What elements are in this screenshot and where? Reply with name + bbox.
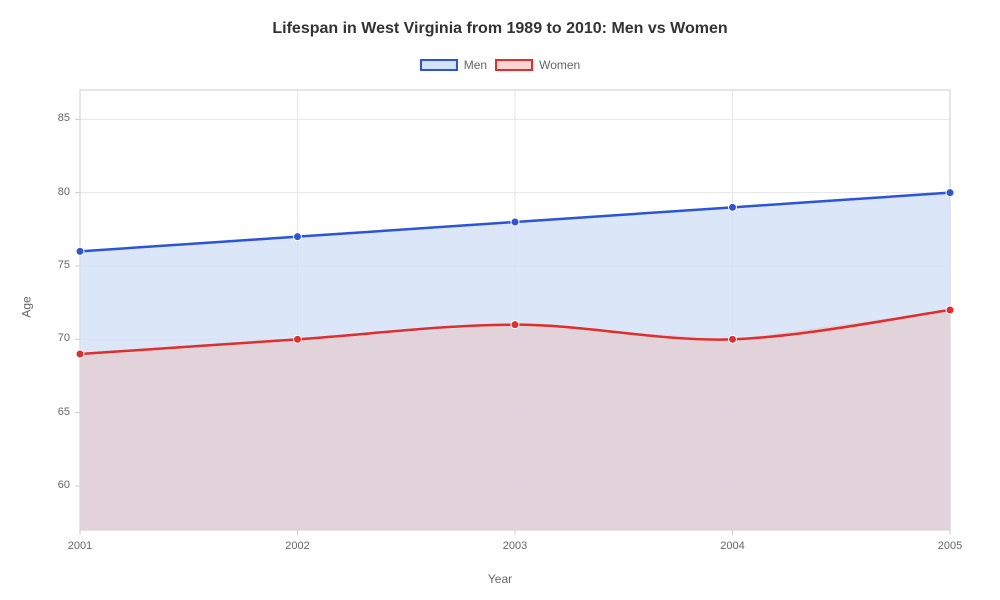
chart-container: Lifespan in West Virginia from 1989 to 2…	[0, 0, 1000, 600]
y-tick-label: 85	[40, 112, 70, 124]
x-tick-label: 2004	[720, 540, 744, 552]
x-tick-label: 2005	[938, 540, 962, 552]
x-tick-label: 2003	[503, 540, 527, 552]
y-tick-label: 65	[40, 406, 70, 418]
x-tick-label: 2002	[285, 540, 309, 552]
y-tick-label: 70	[40, 332, 70, 344]
plot-svg	[0, 0, 1000, 600]
y-tick-label: 80	[40, 186, 70, 198]
x-axis-label: Year	[0, 572, 1000, 586]
y-tick-label: 60	[40, 479, 70, 491]
x-tick-label: 2001	[68, 540, 92, 552]
y-tick-label: 75	[40, 259, 70, 271]
